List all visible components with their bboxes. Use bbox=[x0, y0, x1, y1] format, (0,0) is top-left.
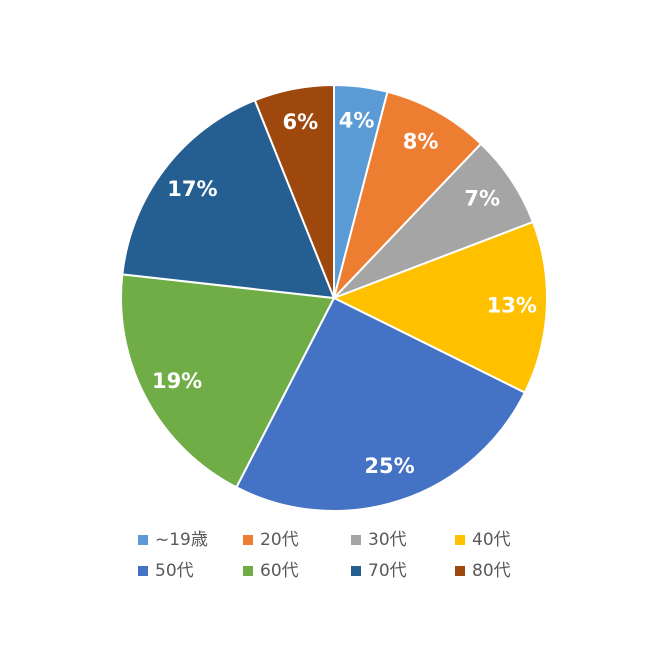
pie-slice bbox=[332, 90, 483, 302]
data-label: 19% bbox=[152, 369, 202, 393]
data-label: 6% bbox=[282, 110, 318, 134]
data-label: 17% bbox=[167, 177, 217, 201]
pie-slice bbox=[121, 98, 336, 300]
legend-label: 40代 bbox=[472, 530, 511, 550]
legend-marker bbox=[138, 535, 148, 545]
legend-marker bbox=[351, 566, 361, 576]
legend-label: 80代 bbox=[472, 561, 511, 581]
data-label: 25% bbox=[364, 454, 414, 478]
data-label: 7% bbox=[464, 186, 500, 210]
legend-label: 60代 bbox=[260, 561, 299, 581]
legend-label: 20代 bbox=[260, 530, 299, 550]
legend-marker bbox=[351, 535, 361, 545]
legend-label: 30代 bbox=[368, 530, 407, 550]
legend-label: 70代 bbox=[368, 561, 407, 581]
pie-slice bbox=[253, 83, 335, 299]
pie-slice bbox=[331, 220, 548, 394]
data-label: 13% bbox=[487, 293, 537, 317]
data-label: 8% bbox=[403, 129, 439, 153]
legend-marker bbox=[455, 535, 465, 545]
legend-marker bbox=[243, 566, 253, 576]
legend-marker bbox=[455, 566, 465, 576]
legend-label: 50代 bbox=[155, 561, 194, 581]
legend-marker bbox=[243, 535, 253, 545]
pie-slice bbox=[120, 273, 336, 489]
data-label: 4% bbox=[339, 108, 375, 132]
legend-label: ~19歳 bbox=[155, 530, 208, 550]
legend-marker bbox=[138, 566, 148, 576]
pie-slice bbox=[235, 296, 527, 512]
